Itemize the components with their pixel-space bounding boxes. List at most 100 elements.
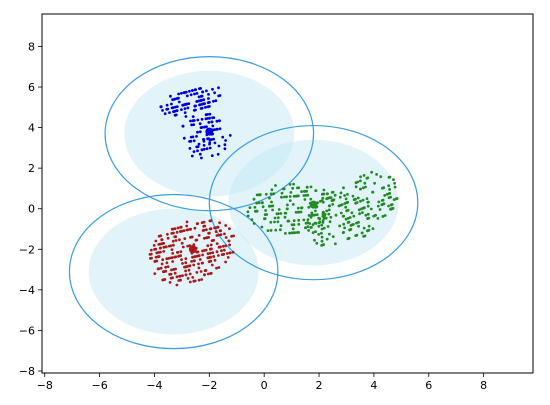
- data-point: [331, 203, 335, 206]
- data-point: [188, 280, 192, 284]
- data-point: [227, 239, 231, 243]
- data-point: [362, 174, 366, 177]
- data-point: [160, 238, 164, 242]
- data-point: [208, 146, 212, 150]
- data-point: [361, 198, 365, 202]
- data-point: [184, 265, 188, 269]
- cluster-0-center: [205, 127, 214, 136]
- data-point: [174, 113, 178, 117]
- data-point: [261, 205, 265, 209]
- data-point: [342, 222, 346, 226]
- data-point: [354, 185, 358, 189]
- data-point: [170, 232, 174, 235]
- data-point: [337, 204, 341, 208]
- data-point: [156, 267, 160, 271]
- data-point: [354, 201, 358, 205]
- data-point: [191, 135, 195, 139]
- cluster-regions: [68, 55, 419, 350]
- data-point: [179, 225, 183, 229]
- data-point: [166, 232, 169, 236]
- data-point: [158, 242, 162, 246]
- data-point: [184, 273, 188, 277]
- data-point: [187, 268, 191, 272]
- data-point: [318, 220, 322, 224]
- data-point: [215, 242, 219, 246]
- data-point: [172, 110, 175, 113]
- data-point: [154, 239, 158, 243]
- data-point: [297, 186, 301, 190]
- data-point: [321, 243, 325, 247]
- data-point: [205, 89, 208, 93]
- data-point: [347, 220, 351, 224]
- data-point: [176, 250, 180, 254]
- data-point: [286, 219, 290, 223]
- data-point: [159, 246, 163, 250]
- data-point: [306, 225, 310, 229]
- y-tick-label: −8: [19, 365, 35, 378]
- data-point: [192, 263, 196, 267]
- data-point: [149, 248, 153, 252]
- data-point: [161, 109, 164, 112]
- data-point: [321, 210, 325, 214]
- data-point: [162, 270, 165, 274]
- data-point: [210, 247, 213, 251]
- data-point: [168, 281, 172, 284]
- data-point: [331, 235, 335, 239]
- data-point: [171, 252, 175, 255]
- data-point: [171, 276, 175, 280]
- data-point: [190, 235, 194, 239]
- data-point: [340, 203, 344, 207]
- data-point: [326, 196, 330, 200]
- data-point: [206, 244, 210, 248]
- data-point: [390, 207, 393, 211]
- data-point: [223, 232, 226, 236]
- data-point: [359, 199, 362, 203]
- data-point: [217, 144, 221, 148]
- data-point: [197, 254, 201, 258]
- data-point: [366, 217, 370, 220]
- data-point: [181, 274, 184, 277]
- data-point: [297, 222, 301, 226]
- data-point: [359, 175, 362, 179]
- data-point: [208, 116, 212, 120]
- data-point: [362, 226, 366, 230]
- data-point: [202, 220, 206, 224]
- data-point: [173, 97, 177, 101]
- data-point: [346, 193, 349, 196]
- data-point: [196, 250, 200, 254]
- data-point: [366, 212, 370, 216]
- data-point: [162, 250, 166, 253]
- data-point: [315, 241, 319, 245]
- data-point: [224, 260, 228, 264]
- data-point: [276, 216, 280, 220]
- data-point: [198, 103, 202, 107]
- data-point: [345, 209, 349, 213]
- data-point: [217, 233, 221, 237]
- data-point: [214, 230, 218, 234]
- data-point: [180, 91, 183, 95]
- data-point: [260, 201, 264, 205]
- data-point: [190, 260, 194, 263]
- data-point: [173, 235, 177, 239]
- data-point: [184, 261, 188, 265]
- data-point: [371, 227, 375, 231]
- data-point: [381, 202, 385, 206]
- data-point: [173, 271, 177, 275]
- data-point: [360, 207, 363, 211]
- data-point: [191, 255, 194, 259]
- data-point: [349, 224, 353, 227]
- data-point: [255, 209, 258, 213]
- data-point: [187, 102, 191, 105]
- data-point: [198, 258, 202, 261]
- data-point: [329, 215, 333, 219]
- data-point: [361, 211, 364, 215]
- y-tick-label: 6: [28, 81, 35, 94]
- data-point: [269, 192, 273, 196]
- data-point: [269, 220, 273, 224]
- data-point: [304, 194, 308, 197]
- x-axis-ticks: −8 −6 −4 −2 0 2 4 6 8: [37, 373, 487, 392]
- data-point: [357, 208, 361, 212]
- data-point: [388, 188, 391, 191]
- data-point: [206, 252, 210, 256]
